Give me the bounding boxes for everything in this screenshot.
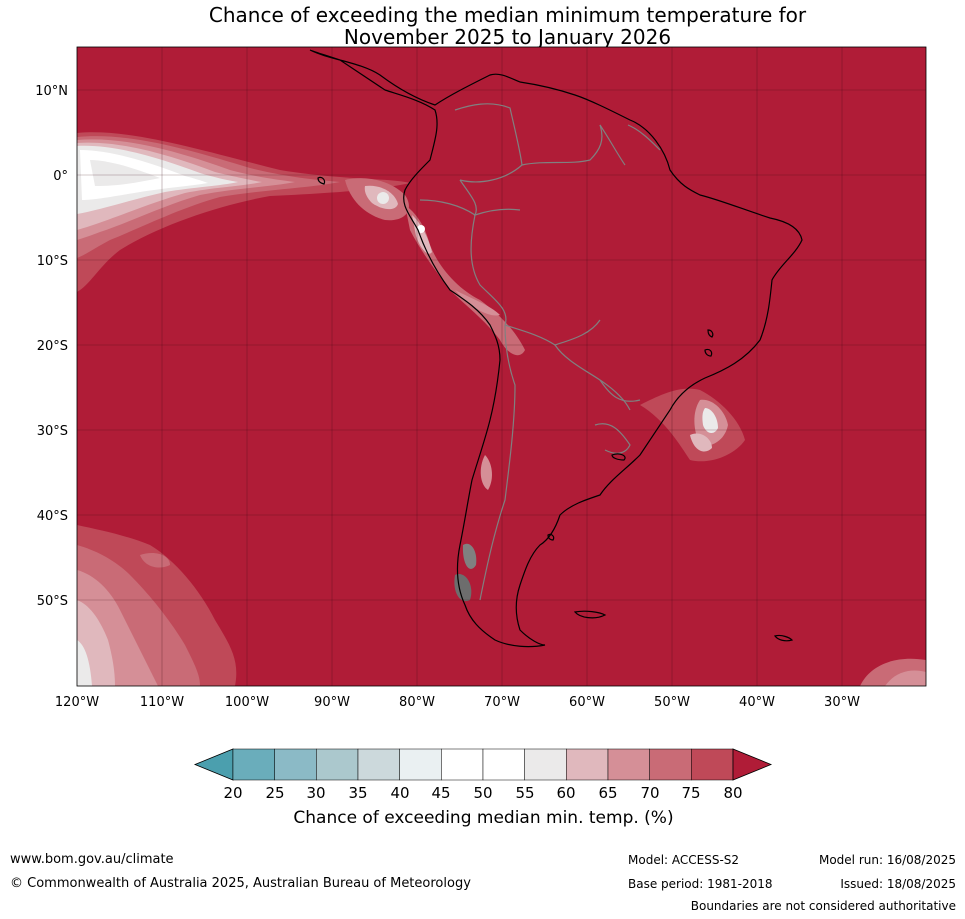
lat-label: 0°: [53, 169, 68, 184]
coastal-anomaly-region: [345, 178, 409, 221]
corner-anomaly-core: [885, 670, 926, 686]
graticule: [77, 47, 926, 686]
lon-label: 110°W: [140, 695, 184, 710]
lon-label: 100°W: [225, 695, 269, 710]
map-frame: [76, 46, 927, 687]
issued-date: Issued: 18/08/2025: [840, 877, 956, 891]
lat-label: 10°N: [35, 84, 68, 99]
colorbar-swatch: [316, 748, 359, 781]
lon-label: 30°W: [824, 695, 860, 710]
lat-label: 50°S: [37, 594, 68, 609]
colorbar-tick: 80: [723, 784, 742, 802]
colorbar: 20 25 30 35 40 45 50 55 60 65 70 75 80: [193, 748, 773, 802]
country-borders: [419, 103, 661, 601]
lat-label: 10°S: [37, 254, 68, 269]
colorbar-tick-labels: 20 25 30 35 40 45 50 55 60 65 70 75 80: [223, 784, 742, 802]
lat-label: 20°S: [37, 339, 68, 354]
website-link[interactable]: www.bom.gov.au/climate: [10, 852, 174, 867]
colorbar-swatch: [607, 748, 650, 781]
lat-label: 40°S: [37, 509, 68, 524]
colorbar-arrow-high: [732, 748, 773, 781]
lon-label: 50°W: [654, 695, 690, 710]
colorbar-tick: 30: [306, 784, 325, 802]
lon-label: 120°W: [55, 695, 99, 710]
lon-label: 40°W: [739, 695, 775, 710]
longitude-labels: 120°W 110°W 100°W 90°W 80°W 70°W 60°W 50…: [55, 695, 860, 710]
map-background: [77, 47, 926, 686]
title-line-1: Chance of exceeding the median minimum t…: [208, 3, 807, 27]
model-run-date: Model run: 16/08/2025: [818, 853, 956, 867]
colorbar-swatches: [193, 748, 773, 781]
colorbar-tick: 45: [431, 784, 450, 802]
colorbar-tick: 20: [223, 784, 242, 802]
base-period: Base period: 1981-2018: [628, 877, 773, 891]
colorbar-swatch: [232, 748, 275, 781]
colorbar-tick: 60: [556, 784, 575, 802]
title-line-2: November 2025 to January 2026: [343, 25, 672, 49]
south-atlantic-anomaly-region: [640, 388, 745, 462]
lon-label: 80°W: [399, 695, 435, 710]
colorbar-swatch: [399, 748, 442, 781]
colorbar-swatch: [274, 748, 317, 781]
lon-label: 70°W: [484, 695, 520, 710]
lat-label: 30°S: [37, 424, 68, 439]
map-area: [77, 47, 926, 686]
southeast-pacific-anomaly-region: [77, 525, 237, 686]
map-title: Chance of exceeding the median minimum t…: [0, 4, 965, 48]
pacific-anomaly-region: [77, 132, 410, 292]
colorbar-tick: 70: [640, 784, 659, 802]
colorbar-arrow-low: [193, 748, 234, 781]
colorbar-swatch: [649, 748, 692, 781]
coastline: [309, 49, 803, 648]
colorbar-tick: 25: [265, 784, 284, 802]
colorbar-swatch: [357, 748, 400, 781]
colorbar-tick: 55: [515, 784, 534, 802]
colorbar-tick: 50: [473, 784, 492, 802]
boundary-disclaimer: Boundaries are not considered authoritat…: [690, 899, 956, 913]
colorbar-tick: 75: [681, 784, 700, 802]
lon-label: 60°W: [569, 695, 605, 710]
colorbar-title: Chance of exceeding median min. temp. (%…: [293, 808, 674, 828]
lon-label: 90°W: [314, 695, 350, 710]
model-name: Model: ACCESS-S2: [628, 853, 740, 867]
colorbar-swatch: [566, 748, 609, 781]
colorbar-swatch: [441, 748, 484, 781]
copyright-text: © Commonwealth of Australia 2025, Austra…: [10, 876, 471, 891]
colorbar-swatch: [524, 748, 567, 781]
colorbar-swatch: [482, 748, 525, 781]
colorbar-swatch: [691, 748, 734, 781]
colorbar-tick: 40: [390, 784, 409, 802]
colorbar-tick: 65: [598, 784, 617, 802]
latitude-labels: 10°N 0° 10°S 20°S 30°S 40°S 50°S: [35, 84, 68, 609]
colorbar-tick: 35: [348, 784, 367, 802]
